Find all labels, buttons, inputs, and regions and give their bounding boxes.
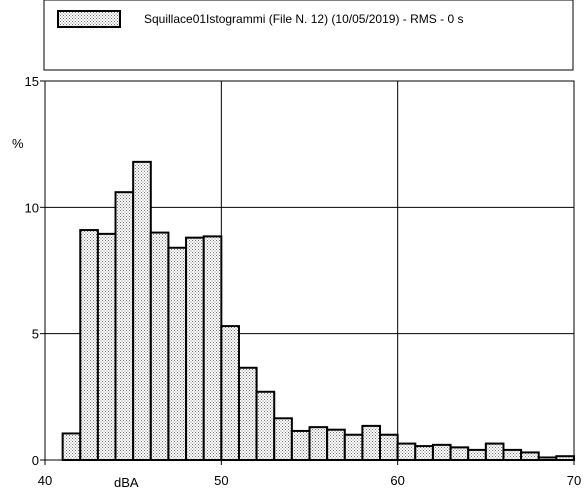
- x-tick-label-1: 50: [214, 473, 228, 488]
- bar-6: [149, 231, 170, 461]
- bar-7: [167, 246, 188, 461]
- bar-24: [467, 448, 487, 462]
- bar-23: [449, 446, 470, 462]
- legend-label: Squillace01Istogrammi (File N. 12) (10/0…: [144, 12, 463, 26]
- bar-8: [185, 236, 205, 461]
- plot-area: [44, 80, 575, 462]
- x-tick-label-3: 70: [567, 473, 581, 488]
- bar-2: [79, 229, 99, 461]
- bar-25: [484, 442, 505, 461]
- bar-1: [61, 432, 82, 462]
- x-tick-labels: 40 50 60 70: [38, 460, 581, 488]
- bar-9: [202, 235, 223, 461]
- bar-5: [132, 160, 152, 461]
- y-tick-label-1: 5: [32, 327, 39, 342]
- bar-13: [273, 417, 293, 461]
- bar-17: [343, 433, 364, 462]
- y-tick-label-3: 15: [25, 74, 39, 89]
- bar-19: [379, 433, 399, 462]
- bar-12: [255, 390, 276, 461]
- bar-15: [308, 426, 329, 461]
- y-axis-label: %: [12, 136, 24, 151]
- legend-frame: [43, 0, 574, 71]
- bar-16: [326, 428, 346, 461]
- y-tick-label-2: 10: [25, 200, 39, 215]
- x-tick-label-2: 60: [390, 473, 404, 488]
- bar-28: [537, 456, 558, 461]
- x-tick-label-0: 40: [38, 473, 52, 488]
- bars: [61, 160, 575, 462]
- bar-10: [220, 325, 240, 461]
- bar-4: [114, 191, 135, 461]
- bar-29: [555, 455, 575, 461]
- bar-11: [237, 366, 258, 462]
- bar-21: [414, 445, 434, 461]
- bar-27: [520, 451, 540, 462]
- legend: Squillace01Istogrammi (File N. 12) (10/0…: [43, 0, 574, 71]
- bar-26: [502, 448, 523, 462]
- bar-20: [396, 442, 417, 461]
- x-axis-label: dBA: [114, 475, 139, 490]
- bar-18: [361, 424, 382, 462]
- bar-14: [290, 429, 311, 461]
- legend-swatch: [57, 10, 121, 28]
- y-tick-labels: 0 5 10 15: [25, 74, 45, 468]
- bar-22: [431, 443, 452, 461]
- y-tick-label-0: 0: [32, 453, 39, 468]
- bar-3: [96, 232, 117, 461]
